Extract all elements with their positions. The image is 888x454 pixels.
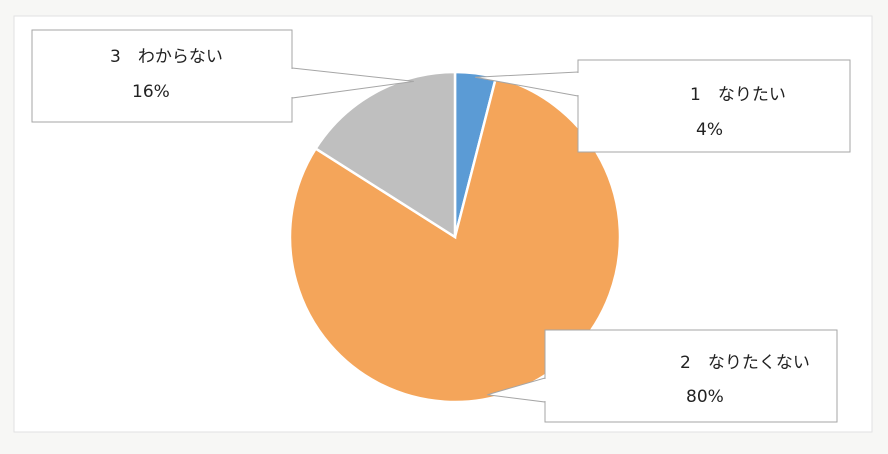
slice-value-label-3: 16% (132, 82, 170, 102)
slice-label-1: 1 なりたい (690, 85, 786, 105)
pie-slices (288, 70, 622, 404)
callout-box-2 (544, 329, 838, 423)
slice-label-2: 2 なりたくない (680, 353, 810, 373)
pie-slice-3 (313, 70, 457, 240)
callout-2: 2 なりたくない 80% (487, 329, 838, 423)
data-label-callouts: 1 なりたい 4% 2 なりたくない 80% 3 わからない 16% (31, 29, 851, 423)
callout-box-3 (31, 29, 293, 123)
slice-value-label-1: 4% (696, 120, 723, 140)
callout-3: 3 わからない 16% (31, 29, 414, 123)
slice-value-label-2: 80% (686, 387, 724, 407)
callout-box-1 (577, 59, 851, 153)
slice-label-3: 3 わからない (110, 47, 223, 67)
callout-1: 1 なりたい 4% (475, 59, 851, 153)
